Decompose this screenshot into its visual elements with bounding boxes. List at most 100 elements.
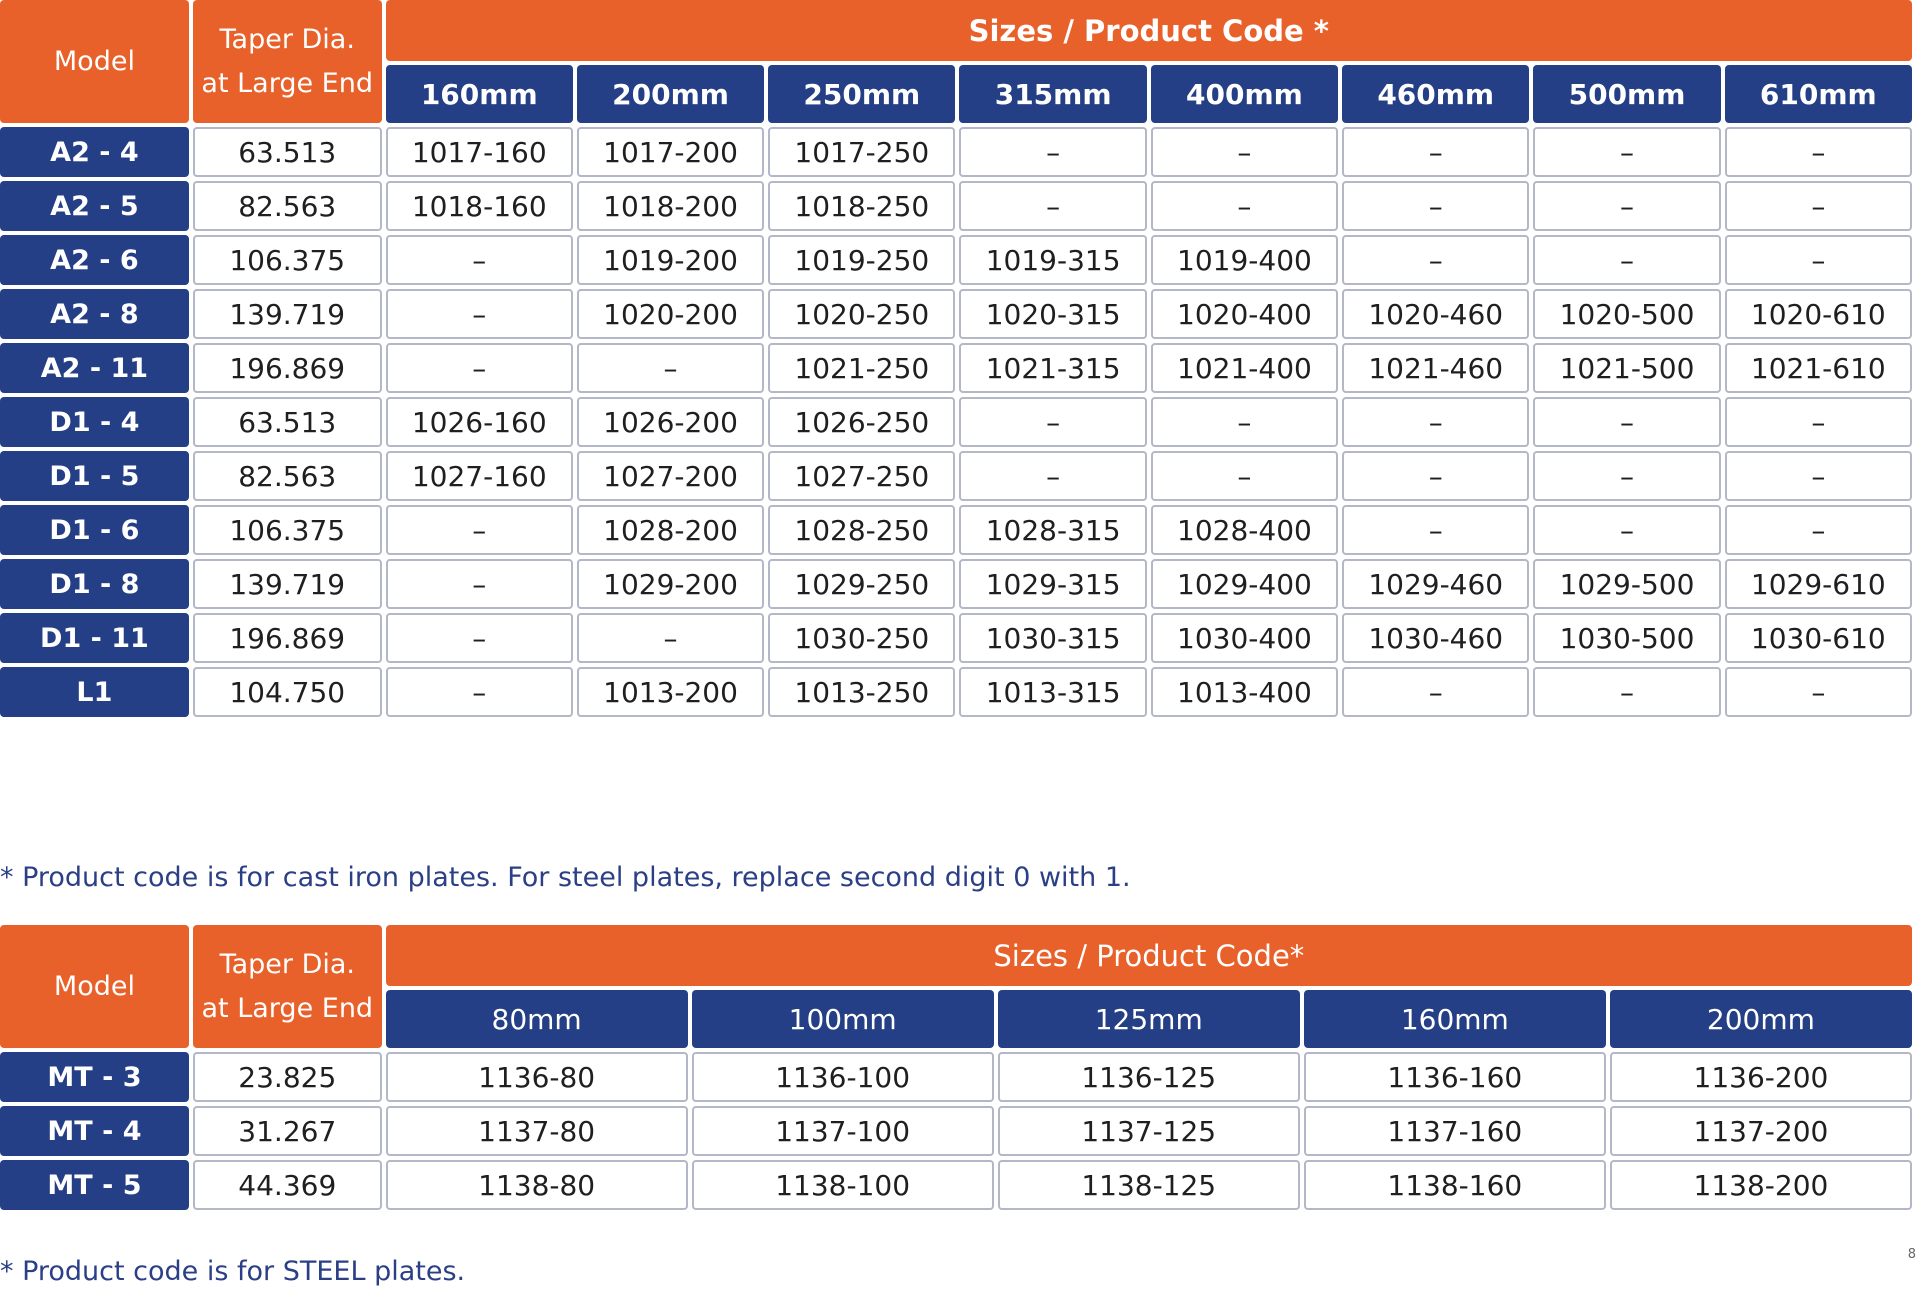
page-number: 8 — [1907, 1247, 1916, 1262]
product-code-table-2: Model Taper Dia. at Large End Sizes / Pr… — [0, 921, 1916, 1214]
product-code-cell: 1020-610 — [1724, 289, 1912, 339]
product-code-cell: 1028-400 — [1150, 505, 1339, 555]
model-cell: A2 - 6 — [0, 235, 189, 285]
product-code-cell: – — [1724, 667, 1912, 717]
model-cell: D1 - 5 — [0, 451, 189, 501]
product-code-cell: 1020-400 — [1150, 289, 1339, 339]
product-code-cell: 1136-80 — [385, 1052, 688, 1102]
size-column-header: 250mm — [768, 65, 956, 123]
model-cell: A2 - 11 — [0, 343, 189, 393]
product-code-cell: 1017-250 — [768, 127, 956, 177]
product-code-cell: 1137-200 — [1609, 1106, 1912, 1156]
taper-cell: 82.563 — [192, 181, 382, 231]
table-row: A2 - 5 82.563 1018-160 1018-200 1018-250– – – –… — [0, 181, 1912, 231]
taper-cell: 63.513 — [192, 397, 382, 447]
table-row: A2 - 11 196.869– –1021-250 1021-315 1021-400… — [0, 343, 1912, 393]
product-code-cell: 1027-250 — [768, 451, 956, 501]
size-column-header: 460mm — [1342, 65, 1530, 123]
product-code-cell: 1137-160 — [1303, 1106, 1606, 1156]
product-code-cell: 1020-500 — [1533, 289, 1721, 339]
product-code-cell: – — [1150, 181, 1339, 231]
product-code-cell: 1017-200 — [576, 127, 765, 177]
sizes-header: Sizes / Product Code* — [385, 925, 1912, 986]
product-code-cell: 1136-100 — [691, 1052, 994, 1102]
taper-header: Taper Dia. at Large End — [192, 925, 382, 1048]
table-row: MT - 3 23.825 1136-80 1136-100 1136-125 1136-… — [0, 1052, 1912, 1102]
taper-header-line1: Taper Dia. — [219, 23, 355, 55]
product-code-cell: 1029-200 — [576, 559, 765, 609]
table-row: D1 - 8 139.719–1029-200 1029-250 1029-315 10… — [0, 559, 1912, 609]
product-code-cell: 1026-160 — [385, 397, 573, 447]
product-code-cell: – — [385, 559, 573, 609]
product-code-cell: 1021-400 — [1150, 343, 1339, 393]
taper-header: Taper Dia. at Large End — [192, 0, 382, 123]
product-code-cell: 1021-460 — [1342, 343, 1530, 393]
product-code-cell: 1019-200 — [576, 235, 765, 285]
product-code-cell: 1030-250 — [768, 613, 956, 663]
product-code-cell: – — [1724, 181, 1912, 231]
product-code-cell: – — [1533, 235, 1721, 285]
product-code-cell: – — [1533, 451, 1721, 501]
model-cell: A2 - 5 — [0, 181, 189, 231]
product-code-cell: – — [1150, 397, 1339, 447]
product-code-cell: 1138-200 — [1609, 1160, 1912, 1210]
size-column-header: 160mm — [1303, 990, 1606, 1048]
product-code-cell: 1021-500 — [1533, 343, 1721, 393]
table-row: D1 - 6 106.375–1028-200 1028-250 1028-315 10… — [0, 505, 1912, 555]
taper-cell: 139.719 — [192, 289, 382, 339]
product-code-cell: – — [1533, 505, 1721, 555]
model-cell: D1 - 4 — [0, 397, 189, 447]
product-code-cell: 1029-500 — [1533, 559, 1721, 609]
product-code-cell: – — [1150, 451, 1339, 501]
product-code-cell: 1020-200 — [576, 289, 765, 339]
size-column-header: 400mm — [1150, 65, 1339, 123]
product-code-cell: 1029-315 — [959, 559, 1147, 609]
product-code-cell: 1013-400 — [1150, 667, 1339, 717]
taper-cell: 31.267 — [192, 1106, 382, 1156]
sizes-header: Sizes / Product Code * — [385, 0, 1912, 61]
taper-cell: 106.375 — [192, 505, 382, 555]
model-header: Model — [0, 925, 189, 1048]
product-code-cell: 1030-610 — [1724, 613, 1912, 663]
taper-header-line2: at Large End — [201, 992, 374, 1024]
product-code-cell: 1138-80 — [385, 1160, 688, 1210]
product-code-cell: – — [1724, 451, 1912, 501]
product-code-cell: 1136-125 — [997, 1052, 1300, 1102]
product-code-cell: – — [1724, 397, 1912, 447]
product-code-cell: 1013-315 — [959, 667, 1147, 717]
product-code-cell: – — [1342, 505, 1530, 555]
taper-cell: 104.750 — [192, 667, 382, 717]
product-code-cell: 1018-250 — [768, 181, 956, 231]
size-column-header: 500mm — [1533, 65, 1721, 123]
product-code-cell: 1019-315 — [959, 235, 1147, 285]
taper-cell: 44.369 — [192, 1160, 382, 1210]
footnote-table-2: * Product code is for STEEL plates. — [0, 1256, 466, 1287]
product-code-cell: 1138-100 — [691, 1160, 994, 1210]
product-code-cell: 1029-610 — [1724, 559, 1912, 609]
model-cell: L1 — [0, 667, 189, 717]
table-row: D1 - 11 196.869– –1030-250 1030-315 1030-400… — [0, 613, 1912, 663]
product-code-cell: – — [959, 127, 1147, 177]
product-code-cell: 1030-400 — [1150, 613, 1339, 663]
product-code-cell: 1137-80 — [385, 1106, 688, 1156]
product-code-cell: 1026-200 — [576, 397, 765, 447]
product-code-cell: – — [1342, 397, 1530, 447]
product-code-cell: – — [1150, 127, 1339, 177]
product-code-cell: – — [385, 613, 573, 663]
size-column-header: 160mm — [385, 65, 573, 123]
product-code-cell: 1028-200 — [576, 505, 765, 555]
product-code-cell: 1138-160 — [1303, 1160, 1606, 1210]
product-code-cell: – — [1533, 667, 1721, 717]
size-column-header: 125mm — [997, 990, 1300, 1048]
product-code-cell: 1026-250 — [768, 397, 956, 447]
product-code-cell: – — [385, 343, 573, 393]
table-row: D1 - 4 63.513 1026-160 1026-200 1026-250– – – –… — [0, 397, 1912, 447]
taper-cell: 23.825 — [192, 1052, 382, 1102]
product-code-cell: 1138-125 — [997, 1160, 1300, 1210]
product-code-cell: – — [1724, 505, 1912, 555]
model-cell: D1 - 8 — [0, 559, 189, 609]
model-header: Model — [0, 0, 189, 123]
product-code-cell: – — [576, 613, 765, 663]
model-cell: A2 - 4 — [0, 127, 189, 177]
product-code-cell: – — [1342, 451, 1530, 501]
